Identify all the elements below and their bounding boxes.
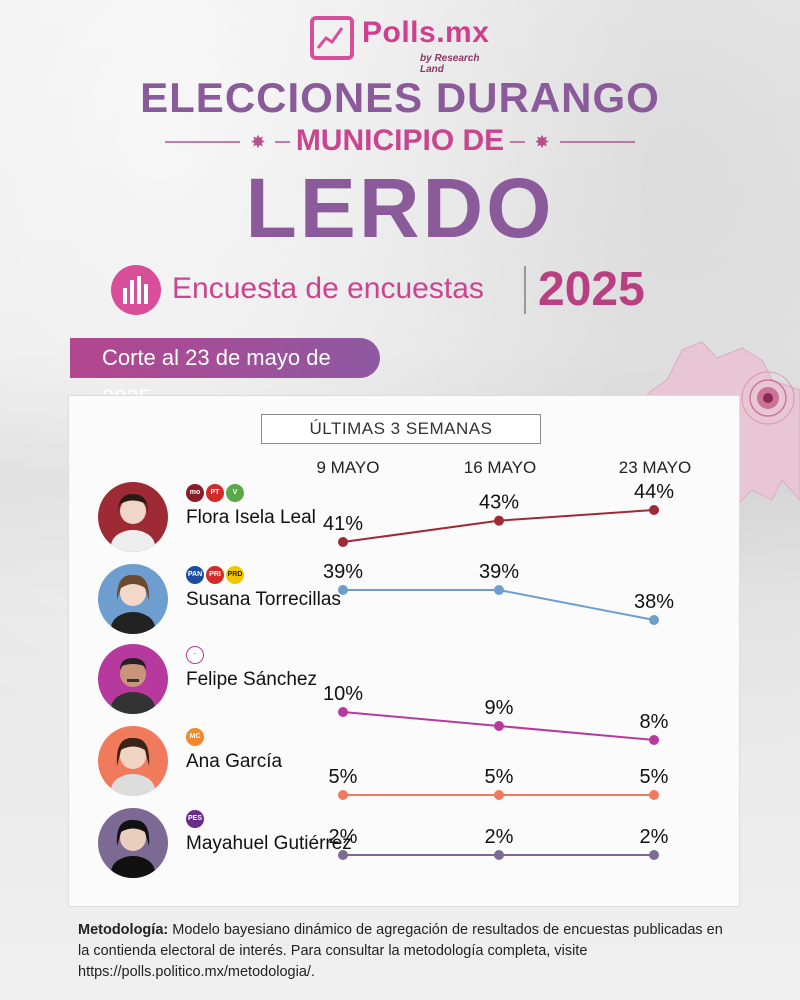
- data-label: 5%: [640, 766, 669, 788]
- cutoff-date-banner: Corte al 23 de mayo de 2025: [70, 338, 380, 410]
- data-label: 5%: [485, 766, 514, 788]
- candidate-row: · Felipe Sánchez: [98, 644, 338, 716]
- municipio-title: MUNICIPIO DE: [295, 124, 505, 157]
- candidate-name: Felipe Sánchez: [186, 669, 317, 690]
- data-label: 10%: [323, 683, 363, 705]
- data-point: [338, 850, 348, 860]
- data-label: 8%: [640, 711, 669, 733]
- data-label: 9%: [485, 697, 514, 719]
- candidate-row: mo PT V Flora Isela Leal: [98, 482, 338, 554]
- subtitle-row: Encuesta de encuestas 2025: [110, 262, 710, 318]
- candidate-name: Mayahuel Gutiérrez: [186, 833, 352, 854]
- avatar: [98, 482, 168, 552]
- party-logo-icon: PT: [206, 484, 224, 502]
- avatar: [98, 644, 168, 714]
- candidate-row: PAN PRI PRD Susana Torrecillas: [98, 564, 341, 636]
- methodology-text: Modelo bayesiano dinámico de agregación …: [78, 922, 723, 980]
- municipio-line: ✸ ✸ MUNICIPIO DE: [0, 124, 800, 160]
- data-label: 38%: [634, 591, 674, 613]
- x-tick-label: 23 MAYO: [618, 458, 692, 477]
- data-point: [338, 790, 348, 800]
- results-panel: [68, 395, 740, 907]
- party-logos: MC: [186, 728, 204, 748]
- data-label: 2%: [485, 826, 514, 848]
- avatar: [98, 564, 168, 634]
- data-label: 2%: [640, 826, 669, 848]
- data-label: 41%: [323, 513, 363, 535]
- divider: [524, 266, 526, 314]
- brand-name: Polls.mx: [362, 16, 490, 49]
- data-point: [494, 850, 504, 860]
- party-logo-icon: V: [226, 484, 244, 502]
- data-label: 44%: [634, 481, 674, 503]
- bars-icon: [111, 265, 161, 315]
- subtitle: Encuesta de encuestas: [172, 272, 484, 305]
- party-logo-icon: PRI: [206, 566, 224, 584]
- party-logos: PAN PRI PRD: [186, 566, 244, 586]
- candidate-name: Susana Torrecillas: [186, 589, 341, 610]
- party-logos: ·: [186, 646, 204, 666]
- data-label: 39%: [479, 561, 519, 583]
- data-point: [338, 707, 348, 717]
- data-point: [494, 790, 504, 800]
- data-point: [649, 505, 659, 515]
- svg-text:✸: ✸: [250, 132, 265, 152]
- candidate-row: PES Mayahuel Gutiérrez: [98, 808, 352, 880]
- methodology-note: Metodología: Modelo bayesiano dinámico d…: [78, 920, 728, 983]
- data-point: [494, 585, 504, 595]
- decor-lines: ✸ ✸: [165, 132, 635, 152]
- party-logo-icon: MC: [186, 728, 204, 746]
- x-tick-label: 16 MAYO: [463, 458, 537, 477]
- brand-logo: Polls.mx by Research Land: [310, 16, 500, 75]
- data-point: [494, 721, 504, 731]
- data-label: 39%: [323, 561, 363, 583]
- data-label: 2%: [329, 826, 358, 848]
- brand-sub: by Research Land: [420, 53, 480, 75]
- data-point: [494, 515, 504, 526]
- trend-chart: 41% 43% 44% 39% 39% 38% 10% 9% 8% 5% 5% 5% 2% 2% 2%: [323, 481, 674, 860]
- data-point: [338, 585, 348, 595]
- candidate-name: Ana García: [186, 751, 283, 772]
- party-logo-icon: PES: [186, 810, 204, 828]
- candidate-row: MC Ana García: [98, 726, 338, 798]
- city-title: LERDO: [245, 161, 555, 255]
- methodology-label: Metodología:: [78, 922, 169, 938]
- data-point: [338, 537, 348, 547]
- party-logos: mo PT V: [186, 484, 244, 504]
- data-label: 43%: [479, 492, 519, 514]
- avatar: [98, 726, 168, 796]
- data-label: 5%: [329, 766, 358, 788]
- data-point: [649, 850, 659, 860]
- series-line: [342, 509, 655, 543]
- chart-title: ÚLTIMAS 3 SEMANAS: [261, 414, 541, 444]
- year: 2025: [538, 263, 645, 316]
- svg-text:✸: ✸: [534, 132, 549, 152]
- party-logo-icon: mo: [186, 484, 204, 502]
- party-logo-icon: PAN: [186, 566, 204, 584]
- main-title: ELECCIONES DURANGO: [140, 74, 660, 121]
- x-tick-label: 9 MAYO: [316, 458, 380, 477]
- candidate-name: Flora Isela Leal: [186, 507, 316, 528]
- party-logo-icon: ·: [186, 646, 204, 664]
- party-logo-icon: PRD: [226, 566, 244, 584]
- data-point: [649, 735, 659, 745]
- data-point: [649, 790, 659, 800]
- chart-logo-icon: [310, 16, 354, 60]
- avatar: [98, 808, 168, 878]
- party-logos: PES: [186, 810, 204, 830]
- data-point: [649, 615, 659, 625]
